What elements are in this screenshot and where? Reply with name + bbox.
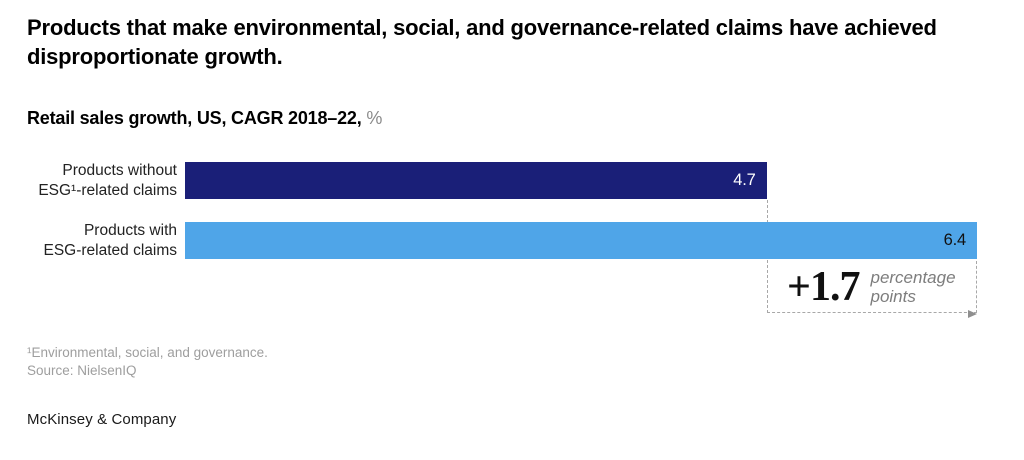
chart-card: Products that make environmental, social… [0, 13, 1024, 460]
bar-with-esg: 6.4 [185, 222, 977, 259]
bar-label-without-esg: Products without ESG¹-related claims [27, 161, 185, 201]
chart-subtitle-text: Retail sales growth, US, CAGR 2018–22, [27, 108, 362, 128]
bar-value-without-esg: 4.7 [733, 171, 756, 189]
difference-unit-line2: points [870, 286, 916, 306]
mckinsey-logo: McKinsey & Company [27, 411, 177, 428]
bar-label-line1: Products without [62, 161, 177, 179]
right-arrow-icon [968, 309, 977, 318]
bar-label-line2: ESG-related claims [43, 241, 177, 259]
bar-row-without-esg: Products without ESG¹-related claims 4.7 [27, 162, 977, 199]
difference-callout: +1.7 percentage points [766, 261, 977, 318]
difference-unit-line1: percentage [870, 267, 956, 287]
difference-value: +1.7 [787, 263, 860, 310]
bar-chart: +1.7 percentage points Products without … [27, 162, 977, 318]
chart-subtitle-unit: % [366, 108, 383, 128]
bar-row-with-esg: Products with ESG-related claims 6.4 [27, 222, 977, 259]
bar-value-with-esg: 6.4 [943, 231, 967, 249]
chart-headline: Products that make environmental, social… [27, 15, 937, 69]
chart-subtitle: Retail sales growth, US, CAGR 2018–22, % [27, 108, 997, 129]
bar-label-with-esg: Products with ESG-related claims [27, 221, 185, 261]
bar-track-without-esg: 4.7 [185, 162, 977, 199]
footnote-source: Source: NielsenIQ [27, 363, 137, 378]
bar-label-line1: Products with [83, 221, 177, 239]
footnote-esg-definition: ¹Environmental, social, and governance. [27, 345, 268, 360]
bar-label-line2: ESG¹-related claims [38, 181, 177, 199]
footnotes: ¹Environmental, social, and governance. … [27, 344, 997, 380]
difference-annotation-layer: +1.7 percentage points [185, 162, 977, 318]
bar-without-esg: 4.7 [185, 162, 767, 199]
bar-track-with-esg: 6.4 [185, 222, 977, 259]
difference-unit: percentage points [870, 268, 955, 306]
